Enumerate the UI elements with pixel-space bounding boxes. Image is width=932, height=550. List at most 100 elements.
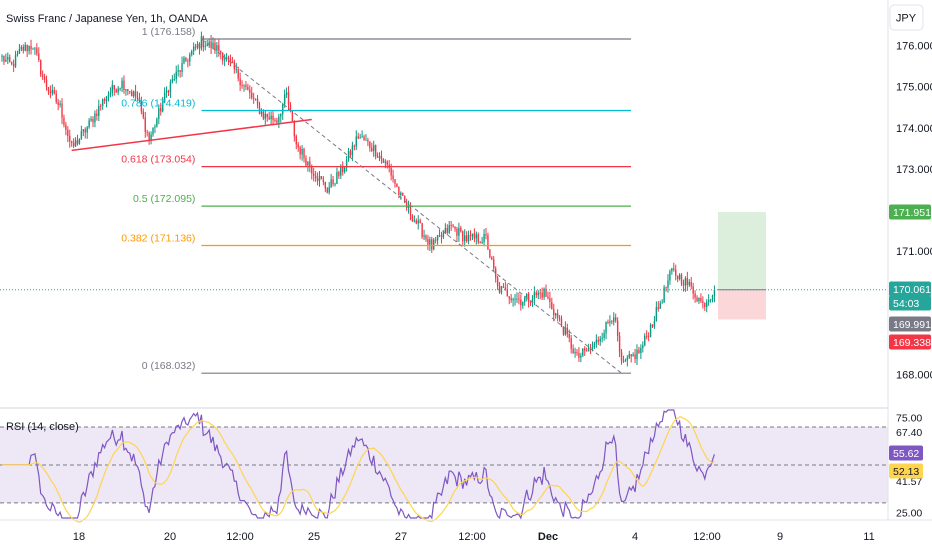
candle-body bbox=[204, 46, 206, 48]
rsi-tick-label: 41.57 bbox=[896, 476, 922, 488]
candle-body bbox=[14, 55, 17, 67]
rsi-value-text: 55.62 bbox=[893, 448, 919, 460]
candle-body bbox=[702, 301, 704, 303]
candle-body bbox=[38, 53, 40, 61]
currency-button[interactable]: JPY bbox=[889, 4, 924, 31]
candle-body bbox=[609, 321, 611, 323]
candle-body bbox=[12, 64, 15, 67]
candle-body bbox=[671, 268, 673, 272]
candle-body bbox=[450, 225, 452, 227]
candle-body bbox=[615, 317, 617, 321]
candle-body bbox=[69, 136, 71, 142]
candle-body bbox=[349, 151, 352, 156]
candle-body bbox=[700, 298, 702, 302]
candle-body bbox=[272, 115, 274, 121]
candle-body bbox=[18, 49, 21, 54]
candle-body bbox=[278, 116, 280, 123]
candle-body bbox=[467, 235, 470, 242]
price-tag-stop bbox=[889, 334, 931, 350]
fib-trend-diagonal[interactable] bbox=[201, 38, 622, 374]
candle-body bbox=[36, 48, 38, 54]
candle-body bbox=[10, 62, 13, 65]
rsi-ma-line bbox=[2, 416, 715, 523]
candle-body bbox=[626, 357, 629, 361]
candle-body bbox=[7, 57, 9, 60]
candle-body bbox=[340, 165, 342, 176]
candle-body bbox=[531, 299, 534, 303]
time-tick-label: 12:00 bbox=[226, 531, 254, 543]
candle-body bbox=[568, 334, 570, 339]
candle-body bbox=[177, 70, 179, 72]
candle-body bbox=[9, 57, 11, 63]
candle-body bbox=[258, 104, 261, 114]
currency-button-frame[interactable] bbox=[889, 4, 924, 31]
candle-body bbox=[305, 158, 307, 166]
candle-body bbox=[231, 61, 234, 63]
fibonacci-retracement[interactable]: 1 (176.158) 0.786 (174.419) 0.618 (173.054… bbox=[121, 26, 631, 374]
fib-level-label: 0.5 (172.095) bbox=[133, 193, 195, 205]
time-tick-label: 11 bbox=[863, 531, 874, 543]
candle-body bbox=[200, 36, 203, 49]
candle-body bbox=[392, 175, 394, 180]
time-axis[interactable]: 18 20 12:00 25 27 12:00 Dec 4 12:00 9 11 bbox=[73, 531, 875, 543]
candle-body bbox=[438, 235, 441, 236]
candle-body bbox=[264, 113, 266, 119]
candle-body bbox=[704, 302, 706, 307]
candle-body bbox=[690, 281, 692, 287]
price-axis[interactable]: 176.000 175.000 174.000 173.000 171.000 168.0… bbox=[896, 41, 932, 382]
candle-body bbox=[405, 202, 408, 209]
candle-body bbox=[132, 91, 135, 97]
candle-body bbox=[59, 103, 61, 105]
candle-body bbox=[713, 289, 716, 296]
candle-body bbox=[30, 45, 32, 50]
candle-body bbox=[361, 136, 363, 138]
candle-body bbox=[160, 108, 162, 112]
candle-body bbox=[454, 226, 456, 229]
candle-body bbox=[498, 285, 501, 293]
candle-body bbox=[311, 167, 313, 174]
candle-body bbox=[86, 127, 88, 133]
candle-body bbox=[378, 156, 381, 158]
currency-label: JPY bbox=[896, 13, 917, 25]
candle-body bbox=[22, 46, 24, 51]
candle-body bbox=[682, 283, 685, 286]
candle-body bbox=[320, 176, 323, 180]
candle-body bbox=[628, 354, 630, 358]
rsi-tick-label: 25.00 bbox=[896, 507, 922, 519]
price-tick-label: 171.000 bbox=[896, 246, 932, 258]
price-tick-label: 168.000 bbox=[896, 370, 932, 382]
position-loss-zone[interactable] bbox=[718, 289, 766, 320]
rsi-pane[interactable] bbox=[0, 409, 888, 523]
position-profit-zone[interactable] bbox=[718, 212, 766, 290]
candle-body bbox=[111, 85, 114, 93]
time-tick-label: 20 bbox=[164, 531, 176, 543]
time-tick-label: 27 bbox=[395, 531, 407, 543]
candle-body bbox=[487, 235, 489, 250]
candle-body bbox=[402, 192, 404, 196]
candle-body bbox=[295, 136, 297, 145]
rsi-axis[interactable]: 75.00 67.40 41.57 25.00 55.62 52.13 bbox=[889, 413, 923, 520]
price-pane[interactable]: 1 (176.158) 0.786 (174.419) 0.618 (173.054… bbox=[0, 26, 888, 374]
candle-body bbox=[566, 327, 569, 335]
candle-body bbox=[326, 188, 328, 193]
candle-body bbox=[154, 126, 156, 128]
candle-body bbox=[123, 80, 125, 91]
candle-body bbox=[334, 183, 336, 185]
rsi-value-tag bbox=[889, 445, 923, 461]
candle-body bbox=[270, 115, 272, 120]
price-tag-text: 169.338 bbox=[893, 337, 931, 349]
candle-body bbox=[504, 287, 507, 290]
candle-body bbox=[642, 345, 644, 348]
candle-body bbox=[96, 113, 98, 116]
candle-body bbox=[237, 69, 239, 79]
candle-body bbox=[67, 129, 69, 137]
candle-body bbox=[680, 274, 683, 284]
candle-body bbox=[529, 301, 532, 303]
candle-body bbox=[198, 43, 201, 49]
candle-body bbox=[245, 85, 247, 87]
candle-body bbox=[442, 232, 445, 238]
candle-body bbox=[477, 234, 479, 243]
trendline[interactable] bbox=[71, 118, 312, 152]
candle-body bbox=[597, 339, 599, 342]
